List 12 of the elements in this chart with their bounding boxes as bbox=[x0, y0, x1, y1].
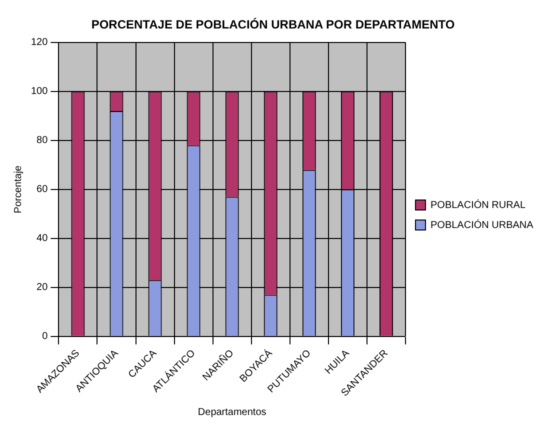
y-tick-label: 20 bbox=[36, 282, 48, 294]
y-tick-label: 0 bbox=[42, 331, 48, 342]
y-axis-title: Porcentaje bbox=[12, 165, 24, 214]
y-tick-label: 80 bbox=[36, 135, 48, 146]
y-tick-label: 120 bbox=[30, 37, 48, 48]
y-tick-label: 100 bbox=[30, 86, 48, 98]
legend-label: POBLACIÓN RURAL bbox=[430, 198, 526, 211]
y-tick-label: 40 bbox=[36, 233, 48, 244]
legend-label: POBLACIÓN URBANA bbox=[430, 218, 534, 231]
x-axis-title: Departamentos bbox=[198, 406, 266, 418]
chart-title: PORCENTAJE DE POBLACIÓN URBANA POR DEPARTAMENTO bbox=[91, 18, 455, 32]
y-tick-label: 60 bbox=[36, 184, 48, 196]
